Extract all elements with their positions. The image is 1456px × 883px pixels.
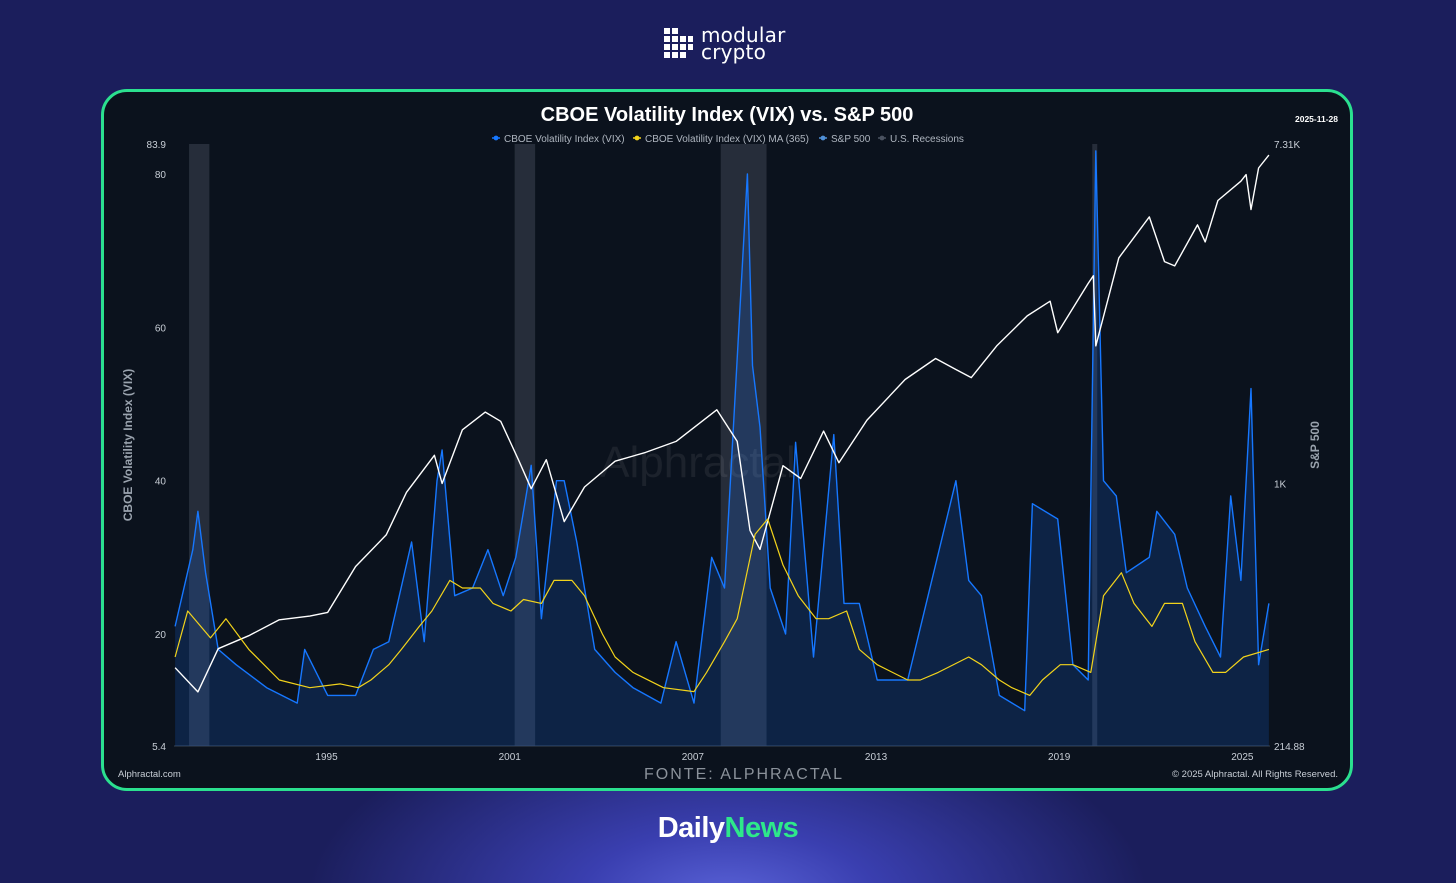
legend-label-0: CBOE Volatility Index (VIX)	[504, 134, 625, 145]
y2-tick-label: 1K	[1274, 480, 1287, 491]
y-tick-label: 83.9	[147, 140, 167, 151]
y-tick-label: 5.4	[152, 742, 166, 753]
copyright: © 2025 Alphractal. All Rights Reserved.	[1172, 769, 1338, 780]
brand-line-2: crypto	[701, 40, 767, 64]
recession-band-3	[1092, 144, 1098, 746]
y2-tick-label: 214.88	[1274, 742, 1305, 753]
y-tick-label: 60	[155, 323, 167, 334]
left-axis-ticks: 5.4 20 40 60 80 83.9	[147, 140, 167, 753]
vix-vs-sp500-chart: CBOE Volatility Index (VIX) vs. S&P 500 …	[118, 104, 1338, 783]
right-axis-ticks: 214.88 1K 7.31K	[1274, 140, 1305, 753]
brand-name: modular crypto	[701, 23, 786, 64]
legend-marker-1	[634, 135, 640, 141]
chart-legend: CBOE Volatility Index (VIX) CBOE Volatili…	[492, 134, 964, 145]
x-tick-label: 1995	[315, 752, 338, 763]
x-tick-label: 2019	[1048, 752, 1071, 763]
legend-marker-0	[493, 135, 499, 141]
x-tick-label: 2007	[682, 752, 705, 763]
footer-daily: Daily	[657, 812, 725, 844]
y-tick-label: 40	[155, 477, 167, 488]
chart-card: CBOE Volatility Index (VIX) vs. S&P 500 …	[101, 89, 1353, 791]
legend-marker-2	[820, 135, 826, 141]
source-center: FONTE: ALPHRACTAL	[644, 766, 844, 783]
x-tick-label: 2025	[1231, 752, 1254, 763]
y2-tick-label: 7.31K	[1274, 140, 1300, 151]
legend-label-2: S&P 500	[831, 134, 871, 145]
brand-logo: modular crypto	[663, 23, 786, 64]
vix-ma-line	[174, 518, 1270, 696]
right-axis-label: S&P 500	[1308, 421, 1322, 469]
date-badge: 2025-11-28	[1295, 114, 1338, 124]
recession-band-1	[514, 144, 536, 746]
chart-title: CBOE Volatility Index (VIX) vs. S&P 500	[541, 104, 914, 126]
x-tick-label: 2013	[865, 752, 888, 763]
vix-line	[174, 150, 1270, 712]
watermark: Alphractal	[600, 438, 796, 487]
brand-line-1: modular	[701, 23, 786, 47]
series-layer	[174, 150, 1270, 746]
modular-crypto-logo-icon	[664, 28, 693, 58]
sp500-line	[174, 154, 1270, 693]
left-axis-label: CBOE Volatility Index (VIX)	[121, 369, 135, 521]
recession-bands	[189, 144, 1098, 746]
daily-news-logo: DailyNews	[0, 812, 1456, 845]
y-tick-label: 20	[155, 630, 167, 641]
legend-label-3: U.S. Recessions	[890, 134, 964, 145]
vix-area	[175, 150, 1269, 746]
x-axis-ticks: 1995 2001 2007 2013 2019 2025	[315, 752, 1253, 763]
recession-band-0	[189, 144, 210, 746]
source-left: Alphractal.com	[118, 769, 181, 780]
footer-news: News	[724, 812, 799, 844]
x-tick-label: 2001	[499, 752, 522, 763]
y-tick-label: 80	[155, 170, 167, 181]
legend-label-1: CBOE Volatility Index (VIX) MA (365)	[645, 134, 809, 145]
legend-marker-3	[879, 135, 885, 141]
